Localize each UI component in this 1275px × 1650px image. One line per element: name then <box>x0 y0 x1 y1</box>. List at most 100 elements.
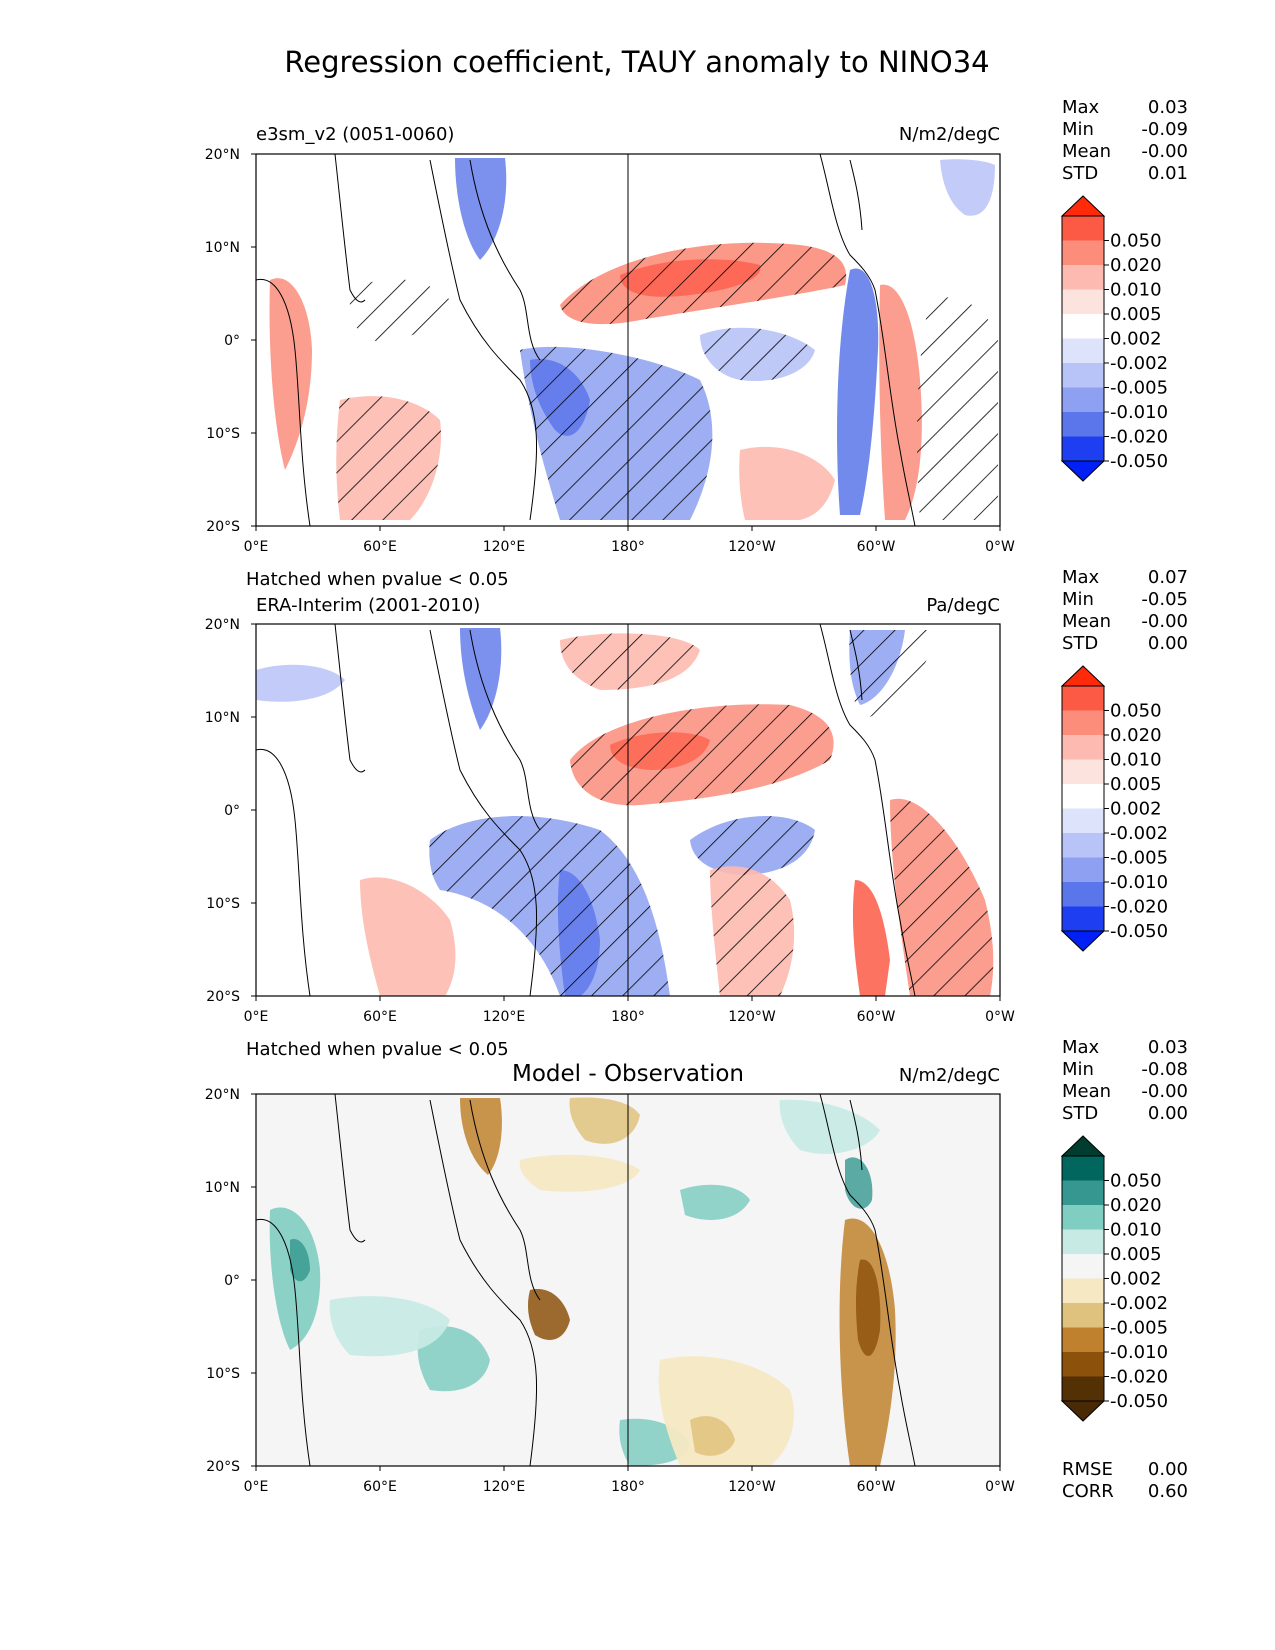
colorbar-segment <box>1062 1229 1104 1254</box>
lon-tick: 60°W <box>857 1479 896 1495</box>
colorbar-level-label: 0.010 <box>1110 280 1162 301</box>
panel-model-lon-axis: 0°E 60°E 120°E 180° 120°W 60°W 0°W <box>244 526 1015 555</box>
colorbar-extend-min <box>1060 1400 1106 1422</box>
colorbar-level-label: -0.010 <box>1110 402 1168 423</box>
stat-min: -0.09 <box>1141 119 1188 140</box>
colorbar-segment <box>1062 387 1104 412</box>
lon-tick: 0°W <box>985 1009 1015 1025</box>
colorbar-segment <box>1062 833 1104 858</box>
lat-tick: 20°N <box>205 1087 240 1103</box>
lon-tick: 180° <box>611 1479 645 1495</box>
panel-model-red-pacific-southeast <box>739 446 835 520</box>
colorbar-segment <box>1062 1352 1104 1377</box>
panel-diff-stats: Max 0.03 Min -0.08 Mean -0.00 STD 0.00 <box>1062 1037 1188 1124</box>
stat-min: -0.08 <box>1141 1059 1188 1080</box>
colorbar-segment <box>1062 784 1104 809</box>
lat-tick: 20°S <box>206 1459 240 1475</box>
colorbar-level-label: 0.050 <box>1110 701 1162 722</box>
colorbar-extend-max <box>1060 1135 1106 1157</box>
stat-mean: -0.00 <box>1141 1081 1188 1102</box>
panel-model-blue-south-america <box>837 268 879 515</box>
colorbar-segment <box>1062 289 1104 314</box>
lon-tick: 0°W <box>985 1479 1015 1495</box>
panel-obs-coastlines <box>255 623 916 997</box>
panel-diff-brown-maritime-south <box>527 1289 570 1340</box>
panel-diff-units: N/m2/degC <box>899 1065 1000 1086</box>
stat-mean: -0.00 <box>1141 141 1188 162</box>
stat-corr: 0.60 <box>1148 1481 1188 1502</box>
stat-max: 0.03 <box>1148 97 1188 118</box>
colorbar-level-label: 0.020 <box>1110 255 1162 276</box>
colorbar-segment <box>1062 265 1104 290</box>
svg-text:Min: Min <box>1062 119 1094 140</box>
panel-diff-teal-central-america <box>845 1157 873 1209</box>
panel-model-colorbar: 0.050 0.020 0.010 0.005 0.002 -0.002 -0.005 -0.… <box>1060 195 1168 482</box>
panel-diff-tan-south-pacific <box>658 1356 794 1466</box>
svg-text:Mean: Mean <box>1062 141 1111 162</box>
svg-text:CORR: CORR <box>1062 1481 1114 1502</box>
panel-model-red-atlantic <box>879 284 922 520</box>
panel-diff-teal-indian <box>417 1326 490 1392</box>
colorbar-level-label: -0.002 <box>1110 823 1168 844</box>
panel-obs-red-south-america <box>852 880 890 996</box>
panel-diff-coastlines <box>255 1093 916 1467</box>
lon-tick: 120°E <box>483 1479 526 1495</box>
colorbar-segment <box>1062 882 1104 907</box>
panel-obs-stats: Max 0.07 Min -0.05 Mean -0.00 STD 0.00 <box>1062 567 1188 654</box>
colorbar-level-label: 0.002 <box>1110 1269 1162 1290</box>
colorbar-level-label: -0.010 <box>1110 872 1168 893</box>
colorbar-level-label: -0.020 <box>1110 1367 1168 1388</box>
lat-tick: 10°N <box>205 1180 240 1196</box>
colorbar-level-label: -0.050 <box>1110 1391 1168 1412</box>
colorbar-level-label: 0.010 <box>1110 750 1162 771</box>
lat-tick: 20°N <box>205 617 240 633</box>
lon-tick: 120°E <box>483 1009 526 1025</box>
colorbar-level-label: 0.050 <box>1110 231 1162 252</box>
panel-obs-map <box>255 623 1001 997</box>
panel-diff-map <box>255 1093 1001 1467</box>
panel-diff-brown-maritime-north <box>460 1098 502 1175</box>
lon-tick: 60°E <box>363 539 397 555</box>
stat-max: 0.03 <box>1148 1037 1188 1058</box>
lon-tick: 60°E <box>363 1009 397 1025</box>
colorbar-level-label: 0.002 <box>1110 799 1162 820</box>
colorbar-segment <box>1062 1303 1104 1328</box>
panel-diff-teal-africa-core <box>290 1239 310 1282</box>
lon-tick: 0°E <box>244 539 269 555</box>
svg-text:Mean: Mean <box>1062 611 1111 632</box>
panel-obs-colorbar: 0.050 0.020 0.010 0.005 0.002 -0.002 -0.005 -0.… <box>1060 665 1168 952</box>
colorbar-level-label: 0.002 <box>1110 329 1162 350</box>
lat-tick: 10°N <box>205 710 240 726</box>
lon-tick: 60°E <box>363 1479 397 1495</box>
svg-text:Max: Max <box>1062 97 1100 118</box>
colorbar-level-label: -0.005 <box>1110 848 1168 869</box>
panel-model-blue-maritime-north <box>455 158 507 260</box>
lon-tick: 120°W <box>728 1479 776 1495</box>
colorbar-level-label: 0.010 <box>1110 1220 1162 1241</box>
colorbar-segment <box>1062 1205 1104 1230</box>
panel-diff-tan-north-pacific-light <box>519 1154 640 1192</box>
lon-tick: 120°E <box>483 539 526 555</box>
colorbar-segment <box>1062 1278 1104 1303</box>
colorbar-level-label: 0.005 <box>1110 774 1162 795</box>
panel-obs-footnote: Hatched when pvalue < 0.05 <box>246 1039 509 1060</box>
colorbar-segment <box>1062 314 1104 339</box>
panel-diff-teal-central-pacific <box>680 1184 750 1220</box>
colorbar-segment <box>1062 363 1104 388</box>
stat-std: 0.00 <box>1148 633 1188 654</box>
panel-model-stats: Max 0.03 Min -0.09 Mean -0.00 STD 0.01 <box>1062 97 1188 184</box>
panel-diff-tan-south-pacific-core <box>690 1416 735 1456</box>
panel-obs-blue-africa-north <box>256 664 345 702</box>
panel-obs: ERA-Interim (2001-2010) Pa/degC <box>205 567 1188 1060</box>
panel-diff-lat-axis: 20°N 10°N 0° 10°S 20°S <box>205 1087 256 1475</box>
panel-model-coastlines <box>255 153 916 527</box>
lat-tick: 10°N <box>205 240 240 256</box>
lat-tick: 0° <box>224 1273 240 1289</box>
colorbar-level-label: -0.020 <box>1110 427 1168 448</box>
panel-diff-center-title: Model - Observation <box>512 1061 744 1087</box>
panel-model: e3sm_v2 (0051-0060) N/m2/degC <box>205 97 1188 590</box>
colorbar-level-label: -0.002 <box>1110 353 1168 374</box>
svg-text:Min: Min <box>1062 1059 1094 1080</box>
lon-tick: 180° <box>611 1009 645 1025</box>
lat-tick: 20°S <box>206 519 240 535</box>
